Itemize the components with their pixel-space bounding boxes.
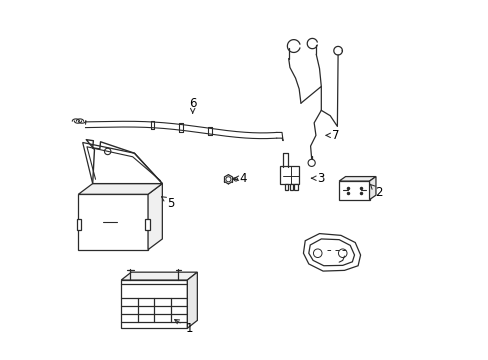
Polygon shape	[187, 272, 197, 328]
Text: 2: 2	[369, 184, 382, 199]
Polygon shape	[78, 194, 148, 249]
Polygon shape	[303, 234, 360, 271]
Polygon shape	[280, 166, 299, 184]
Polygon shape	[285, 184, 288, 190]
Text: 1: 1	[174, 320, 192, 335]
Polygon shape	[339, 181, 369, 200]
Polygon shape	[78, 184, 162, 194]
Text: 7: 7	[325, 129, 339, 142]
Polygon shape	[145, 219, 149, 230]
Text: 5: 5	[161, 197, 175, 210]
Polygon shape	[308, 239, 354, 266]
Polygon shape	[339, 176, 375, 181]
Polygon shape	[121, 280, 187, 328]
Polygon shape	[294, 184, 297, 190]
Polygon shape	[148, 184, 162, 249]
Text: 6: 6	[188, 97, 196, 113]
Text: 3: 3	[311, 172, 325, 185]
Polygon shape	[77, 219, 81, 230]
Polygon shape	[289, 184, 292, 190]
Polygon shape	[82, 143, 162, 184]
Text: 4: 4	[233, 172, 246, 185]
Polygon shape	[369, 176, 375, 200]
Polygon shape	[121, 272, 197, 280]
